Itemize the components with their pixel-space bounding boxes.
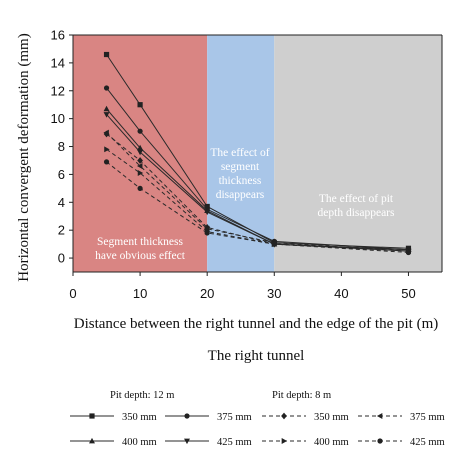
data-point <box>103 112 110 118</box>
y-tick-label: 12 <box>51 83 65 98</box>
legend-marker <box>184 438 190 445</box>
series-line <box>106 133 409 251</box>
legend-marker <box>377 438 383 444</box>
region-label-1-line-2: have obvious effect <box>95 250 186 262</box>
region-label-2-line-3: thickness <box>219 175 262 187</box>
legend-entry-7: 400 mm <box>262 437 349 448</box>
data-point <box>103 105 110 112</box>
region-label-3-line-2: depth disappears <box>318 207 395 219</box>
region-label-3-line-1: The effect of pit <box>319 193 394 205</box>
data-point <box>137 157 143 164</box>
data-point <box>103 85 110 91</box>
y-tick-label: 6 <box>58 167 65 182</box>
data-point <box>103 159 110 165</box>
legend: Pit depth: 12 m Pit depth: 8 m 350 mm 375 m… <box>70 390 445 448</box>
data-point <box>136 163 143 170</box>
data-point <box>137 144 144 151</box>
x-tick-label: 40 <box>334 286 348 301</box>
region-label-2-line-2: segment <box>221 161 260 173</box>
y-tick-label: 4 <box>58 195 65 210</box>
x-tick-label: 20 <box>200 286 214 301</box>
figure-caption: The right tunnel <box>208 348 305 364</box>
series-line <box>106 132 409 252</box>
legend-group-title-2: Pit depth: 8 m <box>272 390 331 401</box>
data-point <box>204 203 210 210</box>
x-tick-label: 30 <box>267 286 281 301</box>
legend-label: 400 mm <box>314 437 349 448</box>
data-point <box>204 209 211 216</box>
y-tick-label: 14 <box>51 55 65 70</box>
region-band-3 <box>274 35 442 272</box>
data-point <box>204 230 210 236</box>
legend-entry-5: 350 mm <box>262 412 349 423</box>
y-tick-label: 8 <box>58 139 65 154</box>
region-label-2-line-1: The effect of <box>210 147 269 159</box>
legend-entry-4: 425 mm <box>165 437 252 448</box>
legend-marker <box>89 437 95 444</box>
legend-label: 400 mm <box>122 437 157 448</box>
legend-entry-2: 375 mm <box>165 412 252 423</box>
data-point <box>405 249 412 256</box>
y-axis-title: Horizontal convergent deformation (mm) <box>16 33 32 281</box>
legend-marker <box>376 413 383 419</box>
data-point <box>137 185 143 191</box>
legend-label: 425 mm <box>410 437 445 448</box>
data-point <box>137 102 143 108</box>
axes: 0 2 4 6 8 10 12 14 16 0 10 20 30 40 50 <box>51 28 443 301</box>
legend-marker <box>281 438 288 444</box>
region-label-2-line-4: disappears <box>216 189 265 201</box>
legend-label: 350 mm <box>314 412 349 423</box>
y-tick-label: 16 <box>51 28 65 43</box>
data-point <box>103 51 110 58</box>
region-annotations: Segment thickness have obvious effect The … <box>95 147 395 262</box>
data-series <box>103 51 412 256</box>
data-point <box>271 241 277 247</box>
series-line <box>106 161 409 253</box>
data-point <box>137 149 144 156</box>
axis-titles: Distance between the right tunnel and th… <box>16 33 438 364</box>
x-tick-label: 0 <box>69 286 76 301</box>
legend-label: 350 mm <box>122 412 157 423</box>
legend-label: 375 mm <box>410 412 445 423</box>
legend-entry-8: 425 mm <box>358 437 445 448</box>
y-tick-label: 10 <box>51 111 65 126</box>
legend-label: 425 mm <box>217 437 252 448</box>
region-band-2 <box>207 35 275 272</box>
series-8-pit8m <box>103 159 412 256</box>
x-tick-label: 50 <box>401 286 415 301</box>
legend-group-title-1: Pit depth: 12 m <box>110 390 174 401</box>
legend-label: 375 mm <box>217 412 252 423</box>
legend-entry-1: 350 mm <box>70 412 157 423</box>
region-bands <box>73 35 442 272</box>
legend-marker <box>89 413 95 419</box>
data-point <box>204 225 210 232</box>
x-axis-title: Distance between the right tunnel and th… <box>74 316 438 332</box>
legend-marker <box>281 412 287 420</box>
x-tick-label: 10 <box>133 286 147 301</box>
y-tick-label: 0 <box>58 251 65 266</box>
legend-entry-6: 375 mm <box>358 412 445 423</box>
region-label-1-line-1: Segment thickness <box>97 236 183 248</box>
y-tick-label: 2 <box>58 223 65 238</box>
data-point <box>137 170 144 177</box>
legend-marker <box>184 413 190 419</box>
data-point <box>104 146 110 153</box>
legend-entry-3: 400 mm <box>70 437 157 448</box>
data-point <box>103 129 109 136</box>
data-point <box>137 128 143 134</box>
